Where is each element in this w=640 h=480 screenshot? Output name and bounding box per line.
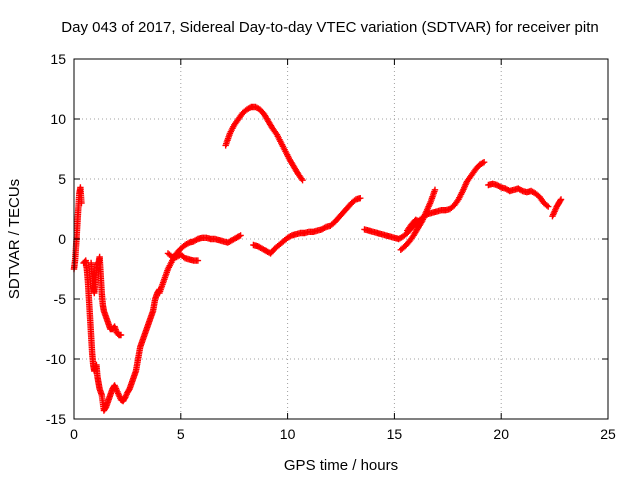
x-axis-label: GPS time / hours	[284, 457, 398, 474]
y-tick-label: 5	[58, 171, 66, 187]
data-point	[517, 187, 525, 194]
data-points	[70, 103, 565, 414]
data-point	[184, 240, 192, 247]
y-tick-label: -10	[46, 351, 66, 367]
x-tick-label: 20	[493, 426, 509, 442]
data-point	[194, 257, 202, 264]
data-point	[78, 199, 85, 207]
data-point	[299, 177, 306, 184]
y-tick-label: 15	[50, 51, 66, 67]
grid	[74, 59, 608, 419]
y-axis-label: SDTVAR / TECUs	[6, 179, 23, 299]
data-point	[543, 202, 550, 209]
data-point	[117, 331, 125, 339]
x-tick-label: 15	[387, 426, 403, 442]
data-point	[496, 183, 503, 190]
x-tick-label: 25	[600, 426, 616, 442]
y-tick-label: -5	[54, 291, 67, 307]
x-tick-label: 10	[280, 426, 296, 442]
data-point	[235, 233, 243, 240]
chart-title: Day 043 of 2017, Sidereal Day-to-day VTE…	[61, 19, 598, 36]
data-point	[479, 159, 486, 167]
x-tick-label: 5	[177, 426, 185, 442]
data-point	[557, 196, 565, 203]
data-point	[431, 186, 439, 193]
data-point	[237, 232, 244, 239]
data-point	[357, 195, 364, 202]
data-point	[416, 219, 424, 226]
data-point	[557, 197, 564, 204]
y-tick-label: -15	[46, 411, 66, 427]
data-point	[287, 233, 294, 240]
axis-ticks: 0 5 10 15 20 25 -15 -10 -5 0 5 10 15	[46, 51, 616, 442]
data-point	[167, 252, 175, 259]
x-tick-label: 0	[70, 426, 78, 442]
data-point	[321, 224, 328, 231]
data-point	[480, 159, 488, 166]
y-tick-label: 10	[50, 111, 66, 127]
data-point	[415, 218, 422, 225]
y-tick-label: 0	[58, 231, 66, 247]
data-point	[246, 104, 254, 111]
data-point	[193, 236, 200, 243]
data-point	[544, 203, 552, 210]
